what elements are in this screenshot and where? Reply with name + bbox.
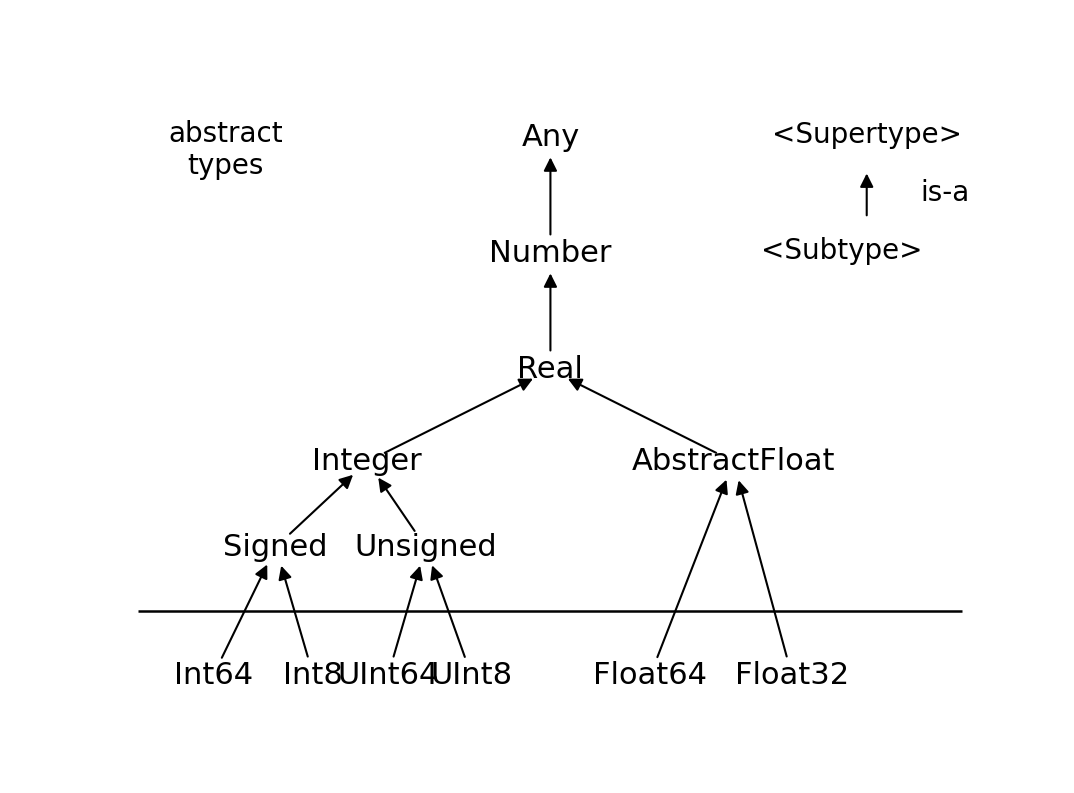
Text: Float32: Float32 — [735, 661, 848, 690]
Text: is-a: is-a — [920, 179, 970, 207]
Text: Int8: Int8 — [284, 661, 343, 690]
Text: <Subtype>: <Subtype> — [761, 237, 923, 265]
Text: Integer: Integer — [313, 447, 422, 476]
Text: Int64: Int64 — [174, 661, 252, 690]
Text: Real: Real — [518, 355, 583, 385]
Text: <Supertype>: <Supertype> — [772, 121, 961, 149]
Text: Number: Number — [489, 239, 612, 268]
Text: abstract
types: abstract types — [169, 120, 284, 180]
Text: UInt8: UInt8 — [431, 661, 512, 690]
Text: UInt64: UInt64 — [337, 661, 439, 690]
Text: Signed: Signed — [223, 533, 328, 561]
Text: Any: Any — [521, 124, 580, 152]
Text: AbstractFloat: AbstractFloat — [632, 447, 836, 476]
Text: Unsigned: Unsigned — [354, 533, 497, 561]
Text: Float64: Float64 — [593, 661, 708, 690]
